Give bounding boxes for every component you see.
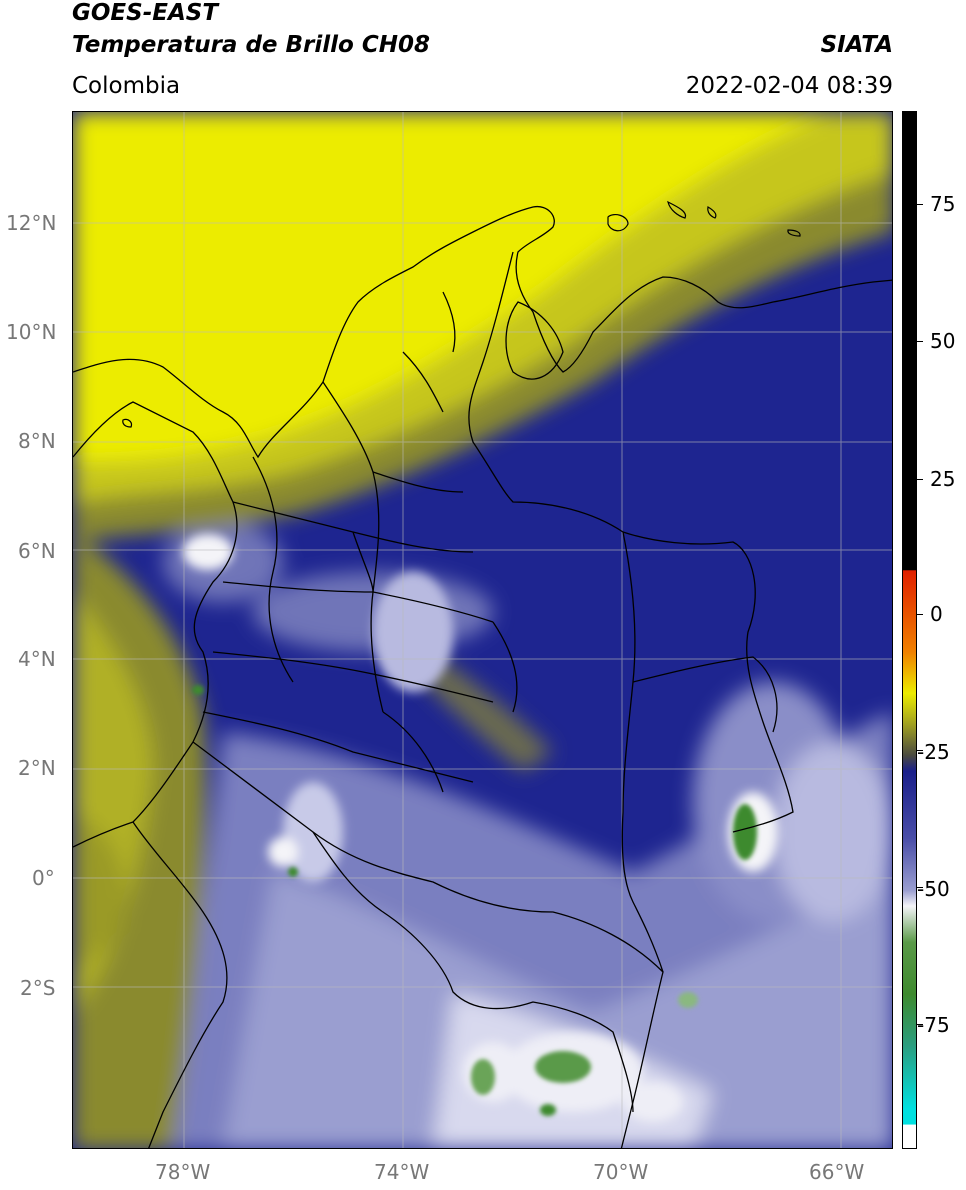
- colorbar-label: 25: [930, 467, 956, 491]
- title-satellite: GOES-EAST: [72, 0, 219, 26]
- brightness-temperature-map: [73, 112, 892, 1148]
- lat-tick-label: 6°N: [18, 539, 56, 563]
- datetime-label: 2022-02-04 08:39: [685, 73, 893, 99]
- lon-tick-label: 74°W: [374, 1160, 430, 1184]
- lat-tick-label: 12°N: [6, 211, 57, 235]
- colorbar-label: -25: [917, 740, 950, 764]
- lat-tick-label: 4°N: [18, 647, 56, 671]
- colorbar-tick: [917, 750, 923, 751]
- colorbar-tick: [917, 1024, 923, 1025]
- lat-tick-label: 2°S: [20, 976, 56, 1000]
- lat-tick-label: 8°N: [18, 429, 56, 453]
- colorbar-gradient: [903, 112, 916, 1148]
- colorbar-label: -50: [917, 877, 950, 901]
- colorbar-label: -75: [917, 1013, 950, 1037]
- very-cold-cloud-tops: [192, 685, 757, 1116]
- colorbar-tick: [917, 341, 923, 342]
- colorbar-tick: [917, 887, 923, 888]
- colorbar-label: 0: [930, 602, 943, 626]
- lat-tick-label: 0°: [32, 866, 55, 890]
- lat-tick-label: 2°N: [18, 756, 56, 780]
- lon-tick-label: 78°W: [155, 1160, 211, 1184]
- colorbar-tick: [917, 204, 923, 205]
- political-borders: [73, 205, 892, 1148]
- temperature-colorbar: [902, 111, 917, 1149]
- lon-tick-label: 70°W: [593, 1160, 649, 1184]
- lon-tick-label: 66°W: [809, 1160, 865, 1184]
- lat-tick-label: 10°N: [6, 320, 57, 344]
- colorbar-label: 50: [930, 329, 956, 353]
- region-label: Colombia: [72, 73, 181, 99]
- title-product: Temperatura de Brillo CH08: [72, 32, 430, 58]
- colorbar-label: 75: [930, 192, 956, 216]
- colorbar-tick: [917, 479, 923, 480]
- colorbar-tick: [917, 614, 923, 615]
- map-panel: [72, 111, 893, 1149]
- organization-label: SIATA: [820, 32, 893, 58]
- islands: [122, 200, 801, 428]
- graticule: [73, 112, 892, 1148]
